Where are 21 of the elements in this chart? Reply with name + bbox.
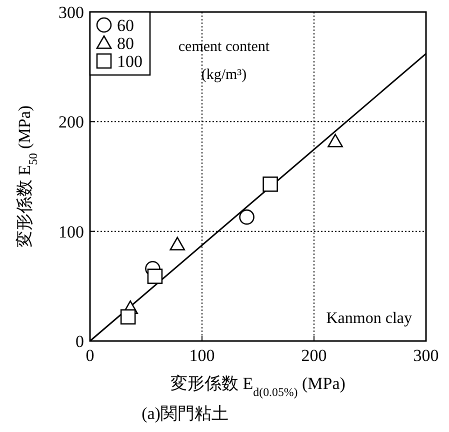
point xyxy=(120,309,136,325)
legend-label: 60 xyxy=(117,16,134,35)
x-tick-label: 200 xyxy=(301,346,327,365)
point xyxy=(262,176,278,192)
point xyxy=(239,209,254,225)
annotation: (kg/m³) xyxy=(201,67,247,83)
y-tick-label: 100 xyxy=(58,222,84,242)
x-tick-label: 100 xyxy=(189,346,215,365)
point xyxy=(170,236,186,250)
annotation: (a)関門粘土 xyxy=(142,404,228,423)
legend-label: 100 xyxy=(117,52,142,71)
annotation: Kanmon clay xyxy=(326,310,412,327)
y-tick-label: 300 xyxy=(58,3,84,22)
x-axis-title: 変形係数 E$_{d(0.05%)}$ (MPa) xyxy=(170,374,346,399)
y-tick-label: 0 xyxy=(76,332,84,351)
point xyxy=(328,134,343,148)
point xyxy=(147,268,163,284)
x-tick-label: 300 xyxy=(413,346,439,365)
y-tick-label: 200 xyxy=(58,112,84,132)
legend-label: 80 xyxy=(117,34,134,53)
annotation: cement content xyxy=(178,39,270,55)
